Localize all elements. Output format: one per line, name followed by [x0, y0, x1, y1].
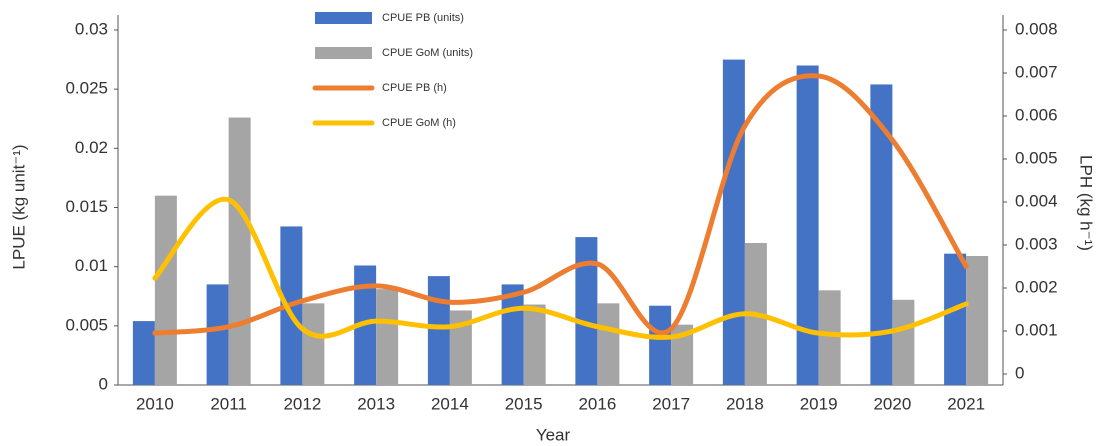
legend-swatch — [315, 12, 372, 24]
y-tick-label: 0.015 — [65, 197, 108, 216]
bar — [870, 84, 893, 385]
y-tick-label: 0.005 — [65, 315, 108, 334]
y2-tick-label: 0.001 — [1015, 320, 1058, 339]
bar — [449, 310, 472, 385]
bar — [427, 276, 450, 385]
bar — [154, 195, 177, 385]
bar — [796, 65, 819, 385]
bar — [649, 305, 672, 385]
bar — [892, 299, 915, 385]
x-tick-label: 2016 — [578, 394, 616, 413]
bar — [597, 303, 620, 385]
bar — [206, 284, 229, 385]
y2-tick-label: 0.004 — [1015, 191, 1058, 210]
x-tick-label: 2021 — [947, 394, 985, 413]
x-tick-label: 2019 — [800, 394, 838, 413]
bar — [501, 284, 524, 385]
x-axis-label: Year — [536, 425, 571, 444]
x-tick-label: 2012 — [283, 394, 321, 413]
bar — [966, 256, 989, 385]
x-tick-label: 2013 — [357, 394, 395, 413]
y-tick-label: 0.025 — [65, 79, 108, 98]
y-axis-label: LPUE (kg unit⁻¹) — [9, 144, 28, 269]
line — [152, 73, 969, 336]
x-tick-label: 2011 — [210, 394, 247, 413]
x-tick-label: 2020 — [873, 394, 911, 413]
bar — [302, 303, 325, 385]
legend-label: CPUE GoM (h) — [382, 117, 456, 129]
y2-tick-label: 0.007 — [1015, 62, 1058, 81]
y2-tick-label: 0.003 — [1015, 234, 1058, 253]
bar — [228, 117, 251, 386]
y2-tick-label: 0.002 — [1015, 277, 1058, 296]
x-tick-label: 2015 — [505, 394, 543, 413]
y2-axis-label: LPH (kg h⁻¹) — [1077, 155, 1096, 251]
y-tick-label: 0.02 — [75, 138, 108, 157]
y-tick-label: 0.03 — [75, 19, 108, 38]
y-tick-label: 0 — [99, 374, 108, 393]
x-tick-label: 2010 — [136, 394, 174, 413]
y2-tick-label: 0.008 — [1015, 19, 1058, 38]
legend-swatch — [315, 47, 372, 59]
legend-label: CPUE PB (units) — [382, 12, 464, 24]
x-tick-label: 2014 — [431, 394, 469, 413]
y2-tick-label: 0.006 — [1015, 105, 1058, 124]
x-tick-label: 2018 — [726, 394, 764, 413]
bar — [722, 59, 745, 385]
bar — [671, 324, 694, 385]
x-tick-label: 2017 — [652, 394, 690, 413]
legend-label: CPUE GoM (units) — [382, 47, 473, 59]
bar — [575, 237, 598, 385]
bar — [523, 304, 546, 385]
y-tick-label: 0.01 — [75, 256, 108, 275]
y2-tick-label: 0 — [1015, 363, 1024, 382]
bar — [376, 289, 399, 385]
bar — [944, 253, 967, 385]
legend-label: CPUE PB (h) — [382, 82, 447, 94]
line — [152, 196, 969, 340]
bar — [132, 321, 155, 385]
bar — [818, 290, 841, 385]
y2-tick-label: 0.005 — [1015, 148, 1058, 167]
